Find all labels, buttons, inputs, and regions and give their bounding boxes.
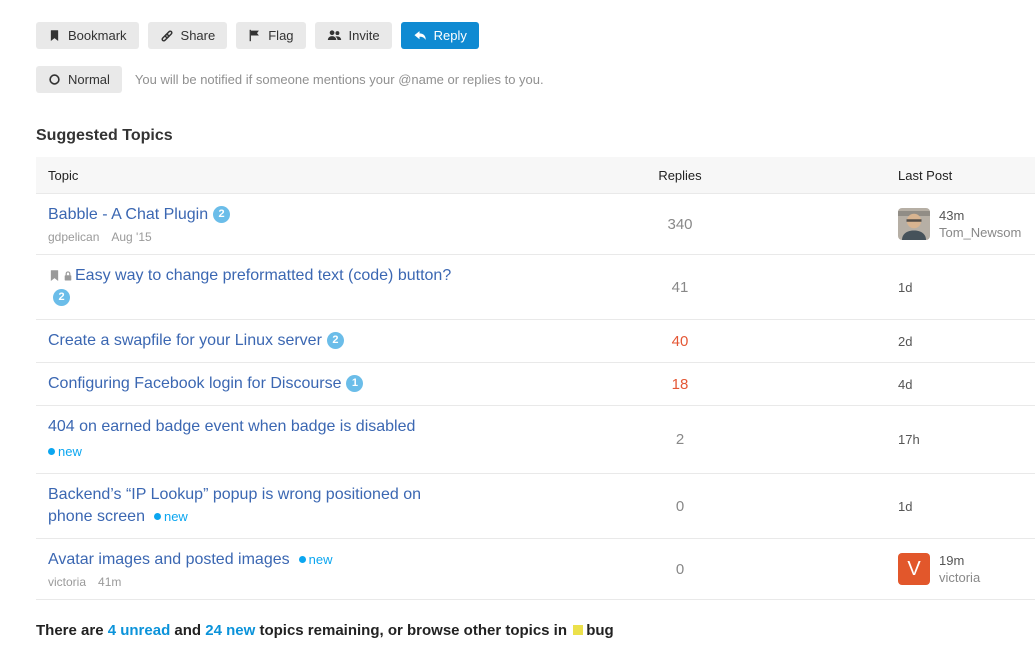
unread-posts-badge[interactable]: 2: [213, 206, 231, 223]
column-header-last-post: Last Post: [898, 167, 953, 183]
topic-row: Configuring Facebook login for Discourse…: [36, 363, 1035, 406]
last-post-time: 43m: [939, 208, 965, 223]
topic-title-link[interactable]: Create a swapfile for your Linux server: [48, 332, 322, 349]
suggested-topics-table: Topic Replies Last Post Babble - A Chat …: [36, 157, 1035, 600]
title-icons: [48, 267, 75, 284]
topic-row: Avatar images and posted images new victo…: [36, 539, 1035, 600]
topic-title-link[interactable]: Backend’s “IP Lookup” popup is wrong pos…: [48, 486, 421, 525]
new-topics-link[interactable]: 24 new: [205, 622, 256, 639]
circle-outline-icon: [48, 73, 61, 86]
topic-cell: Create a swapfile for your Linux server 2: [36, 330, 620, 352]
share-button[interactable]: Share: [147, 22, 228, 49]
last-post-time: 1d: [898, 498, 913, 514]
topic-byline: victoria 41m: [48, 575, 620, 589]
notification-level-button[interactable]: Normal: [36, 66, 122, 93]
flag-icon: [248, 29, 261, 42]
new-dot-icon: [298, 556, 306, 563]
post-controls-toolbar: Bookmark Share Flag Invite Reply: [36, 22, 1035, 49]
button-label: Share: [180, 28, 216, 43]
user-avatar[interactable]: [898, 208, 930, 240]
last-post-cell: 17h: [898, 432, 1035, 447]
replies-count: 0: [675, 497, 685, 515]
unread-posts-badge[interactable]: 1: [346, 375, 364, 392]
last-post-time: 4d: [898, 376, 913, 392]
last-post-time: 19m: [939, 553, 965, 568]
last-post-time: 2d: [898, 333, 913, 349]
replies-count: 0: [675, 560, 685, 578]
topic-cell: 404 on earned badge event when badge is …: [36, 416, 620, 463]
topic-cell: Configuring Facebook login for Discourse…: [36, 373, 620, 395]
invite-button[interactable]: Invite: [314, 22, 392, 49]
notification-level-label: Normal: [68, 72, 110, 87]
notification-row: Normal You will be notified if someone m…: [36, 66, 1035, 93]
button-label: Bookmark: [68, 28, 127, 43]
bookmark-button[interactable]: Bookmark: [36, 22, 139, 49]
new-topic-badge[interactable]: new: [48, 441, 458, 463]
column-header-replies: Replies: [658, 167, 702, 183]
footer-text: and: [170, 622, 206, 639]
topic-title-link[interactable]: Configuring Facebook login for Discourse: [48, 375, 342, 392]
unread-topics-link[interactable]: 4 unread: [107, 622, 171, 639]
last-post-cell: V 19m victoria: [898, 553, 1035, 585]
last-post-cell: 1d: [898, 280, 1035, 295]
link-icon: [160, 29, 174, 43]
topic-cell: Easy way to change preformatted text (co…: [36, 265, 620, 309]
button-label: Invite: [348, 28, 380, 43]
replies-count: 18: [671, 375, 689, 393]
new-dot-icon: [153, 513, 161, 520]
flag-button[interactable]: Flag: [236, 22, 306, 49]
topic-row: 404 on earned badge event when badge is …: [36, 406, 1035, 474]
topic-byline: gdpelican Aug '15: [48, 230, 620, 244]
new-topic-badge[interactable]: new: [153, 509, 188, 524]
unread-posts-badge[interactable]: 2: [326, 332, 344, 349]
original-poster-name: victoria: [48, 575, 87, 589]
replies-count: 2: [675, 431, 685, 448]
footer-text: There are: [36, 622, 108, 639]
last-post-cell: 4d: [898, 377, 1035, 392]
topics-remaining-footer: There are 4 unread and 24 new topics rem…: [36, 622, 1035, 639]
topic-cell: Backend’s “IP Lookup” popup is wrong pos…: [36, 484, 620, 528]
new-topic-badge[interactable]: new: [298, 552, 332, 567]
user-letter-avatar[interactable]: V: [898, 553, 930, 585]
last-post-user: Tom_Newsom: [939, 225, 1022, 240]
last-post-cell: 1d: [898, 499, 1035, 514]
topic-row: Babble - A Chat Plugin 2 gdpelican Aug '15…: [36, 194, 1035, 255]
reply-button[interactable]: Reply: [400, 22, 479, 49]
notification-description: You will be notified if someone mentions…: [134, 72, 544, 87]
unread-posts-badge[interactable]: 2: [53, 289, 70, 306]
last-post-cell: 43m Tom_Newsom: [898, 208, 1035, 240]
bookmark-icon: [48, 29, 61, 42]
last-post-user: victoria: [939, 570, 981, 585]
topic-row: Backend’s “IP Lookup” popup is wrong pos…: [36, 474, 1035, 539]
button-label: Reply: [433, 28, 467, 43]
new-dot-icon: [48, 448, 55, 455]
topic-cell: Avatar images and posted images new victo…: [36, 549, 620, 589]
replies-count: 340: [667, 215, 693, 233]
replies-count: 40: [671, 332, 689, 350]
invite-icon: [327, 29, 342, 42]
topic-row: Easy way to change preformatted text (co…: [36, 255, 1035, 320]
topic-title-link[interactable]: Babble - A Chat Plugin: [48, 206, 209, 223]
table-header-row: Topic Replies Last Post: [36, 157, 1035, 194]
category-bug-link[interactable]: bug: [586, 622, 614, 639]
last-post-time: 1d: [898, 279, 913, 295]
topic-cell: Babble - A Chat Plugin 2 gdpelican Aug '15: [36, 204, 620, 244]
last-post-time: 17h: [898, 432, 920, 447]
reply-icon: [413, 29, 427, 42]
creation-date: Aug '15: [111, 230, 152, 244]
replies-count: 41: [671, 278, 689, 296]
category-color-square: [573, 625, 584, 635]
suggested-topics-heading: Suggested Topics: [36, 127, 173, 144]
column-header-topic: Topic: [48, 167, 79, 183]
topic-title-link[interactable]: Easy way to change preformatted text (co…: [75, 267, 452, 284]
button-label: Flag: [268, 28, 294, 43]
topic-title-link[interactable]: Avatar images and posted images: [48, 551, 290, 568]
footer-text: topics remaining, or browse other topics…: [255, 622, 572, 639]
creation-date: 41m: [98, 575, 122, 589]
original-poster-name: gdpelican: [48, 230, 100, 244]
last-post-cell: 2d: [898, 334, 1035, 349]
topic-row: Create a swapfile for your Linux server 2…: [36, 320, 1035, 363]
topic-title-link[interactable]: 404 on earned badge event when badge is …: [48, 418, 416, 435]
